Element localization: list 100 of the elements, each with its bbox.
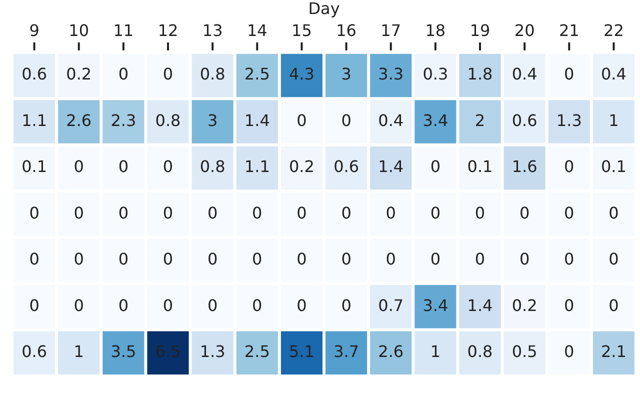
data-label: 0 xyxy=(430,157,441,176)
data-label: 0 xyxy=(474,250,486,269)
data-label: 0 xyxy=(519,250,530,269)
data-label: 0 xyxy=(296,250,307,269)
data-label: 0 xyxy=(386,250,396,269)
data-label: 0 xyxy=(564,157,574,176)
data-label: 0.2 xyxy=(288,157,314,176)
data-label: 0 xyxy=(564,342,574,362)
data-label: 0.4 xyxy=(378,110,404,130)
data-label: 0 xyxy=(29,203,40,222)
data-label: 0.6 xyxy=(334,157,360,176)
x-tick-label: 21 xyxy=(558,20,580,40)
data-label: 3.3 xyxy=(378,64,404,84)
data-label: 0.6 xyxy=(22,342,48,362)
x-tick-label: 9 xyxy=(29,20,40,40)
x-tick-label: 16 xyxy=(336,20,356,40)
data-label: 0.2 xyxy=(66,64,92,84)
data-label: 3 xyxy=(341,64,352,84)
data-label: 0.2 xyxy=(512,296,538,315)
data-label: 0 xyxy=(74,157,84,176)
data-label: 0.1 xyxy=(22,157,48,176)
x-tick-label: 10 xyxy=(68,20,90,40)
data-label: 1.8 xyxy=(467,64,493,84)
data-label: 3.4 xyxy=(422,296,448,315)
data-label: 1.4 xyxy=(378,157,404,176)
data-label: 1 xyxy=(430,342,441,362)
data-label: 3 xyxy=(207,110,218,130)
data-label: 0 xyxy=(296,110,307,130)
data-label: 0.6 xyxy=(22,64,48,84)
data-label: 1.4 xyxy=(467,296,493,315)
data-label: 2.5 xyxy=(244,342,270,362)
data-label: 0 xyxy=(207,296,218,315)
data-label: 0.8 xyxy=(155,110,181,130)
data-label: 0 xyxy=(564,296,574,315)
data-label: 0 xyxy=(341,203,352,222)
data-label: 0.8 xyxy=(200,157,226,176)
data-label: 0 xyxy=(341,250,352,269)
data-label: 0 xyxy=(564,203,574,222)
data-label: 0 xyxy=(252,250,262,269)
data-label: 2.6 xyxy=(378,342,404,362)
data-label: 0.1 xyxy=(600,157,626,176)
data-label: 3.5 xyxy=(110,342,136,362)
data-label: 6.5 xyxy=(155,342,181,362)
x-tick-label: 22 xyxy=(604,20,624,40)
data-label: 3.7 xyxy=(334,342,360,362)
data-label: 1.3 xyxy=(200,342,226,362)
data-label: 1.6 xyxy=(512,157,538,176)
data-label: 0 xyxy=(74,296,84,315)
data-label: 0 xyxy=(162,157,174,176)
data-label: 0 xyxy=(29,250,40,269)
data-label: 0 xyxy=(118,250,129,269)
data-label: 0 xyxy=(296,296,307,315)
data-label: 0 xyxy=(564,250,574,269)
x-tick-label: 17 xyxy=(380,20,402,40)
data-label: 2.6 xyxy=(66,110,92,130)
x-tick-label: 18 xyxy=(425,20,446,40)
x-tick-label: 12 xyxy=(158,20,178,40)
data-label: 0 xyxy=(118,296,129,315)
data-label: 1.1 xyxy=(244,157,270,176)
x-tick-label: 19 xyxy=(470,20,490,40)
x-tick-label: 13 xyxy=(202,20,223,40)
data-label: 0.6 xyxy=(512,110,538,130)
data-label: 1.4 xyxy=(244,110,270,130)
data-label: 1 xyxy=(74,342,84,362)
data-label: 0 xyxy=(608,296,619,315)
data-label: 2.3 xyxy=(110,110,136,130)
data-label: 0 xyxy=(74,203,84,222)
x-tick-label: 15 xyxy=(292,20,312,40)
data-label: 0.7 xyxy=(378,296,404,315)
x-axis-title: Day xyxy=(308,0,340,18)
data-label: 0 xyxy=(296,203,307,222)
data-label: 0 xyxy=(252,203,262,222)
data-label: 0 xyxy=(474,203,486,222)
data-label: 1.1 xyxy=(22,110,48,130)
data-label: 0 xyxy=(162,296,174,315)
data-label: 0.1 xyxy=(467,157,493,176)
data-label: 0 xyxy=(252,296,262,315)
x-tick-label: 20 xyxy=(514,20,535,40)
data-label: 1 xyxy=(608,110,619,130)
data-label: 0 xyxy=(430,203,441,222)
data-label: 2.1 xyxy=(600,342,626,362)
data-label: 0 xyxy=(118,203,129,222)
data-label: 0 xyxy=(207,250,218,269)
data-label: 0 xyxy=(29,296,40,315)
data-label: 2.5 xyxy=(244,64,270,84)
data-label: 0 xyxy=(386,203,396,222)
data-label: 0.5 xyxy=(512,342,538,362)
data-label: 0 xyxy=(519,203,530,222)
data-label: 0 xyxy=(118,157,129,176)
data-label: 0.4 xyxy=(512,64,538,84)
data-label: 5.1 xyxy=(288,342,314,362)
data-label: 0 xyxy=(74,250,84,269)
data-label: 0 xyxy=(341,296,352,315)
data-label: 3.4 xyxy=(422,110,448,130)
data-label: 0 xyxy=(341,110,352,130)
data-label: 1.3 xyxy=(556,110,582,130)
x-tick-label: 14 xyxy=(246,20,268,40)
data-label: 0 xyxy=(564,64,574,84)
data-label: 0.8 xyxy=(467,342,493,362)
data-label: 0 xyxy=(608,250,619,269)
